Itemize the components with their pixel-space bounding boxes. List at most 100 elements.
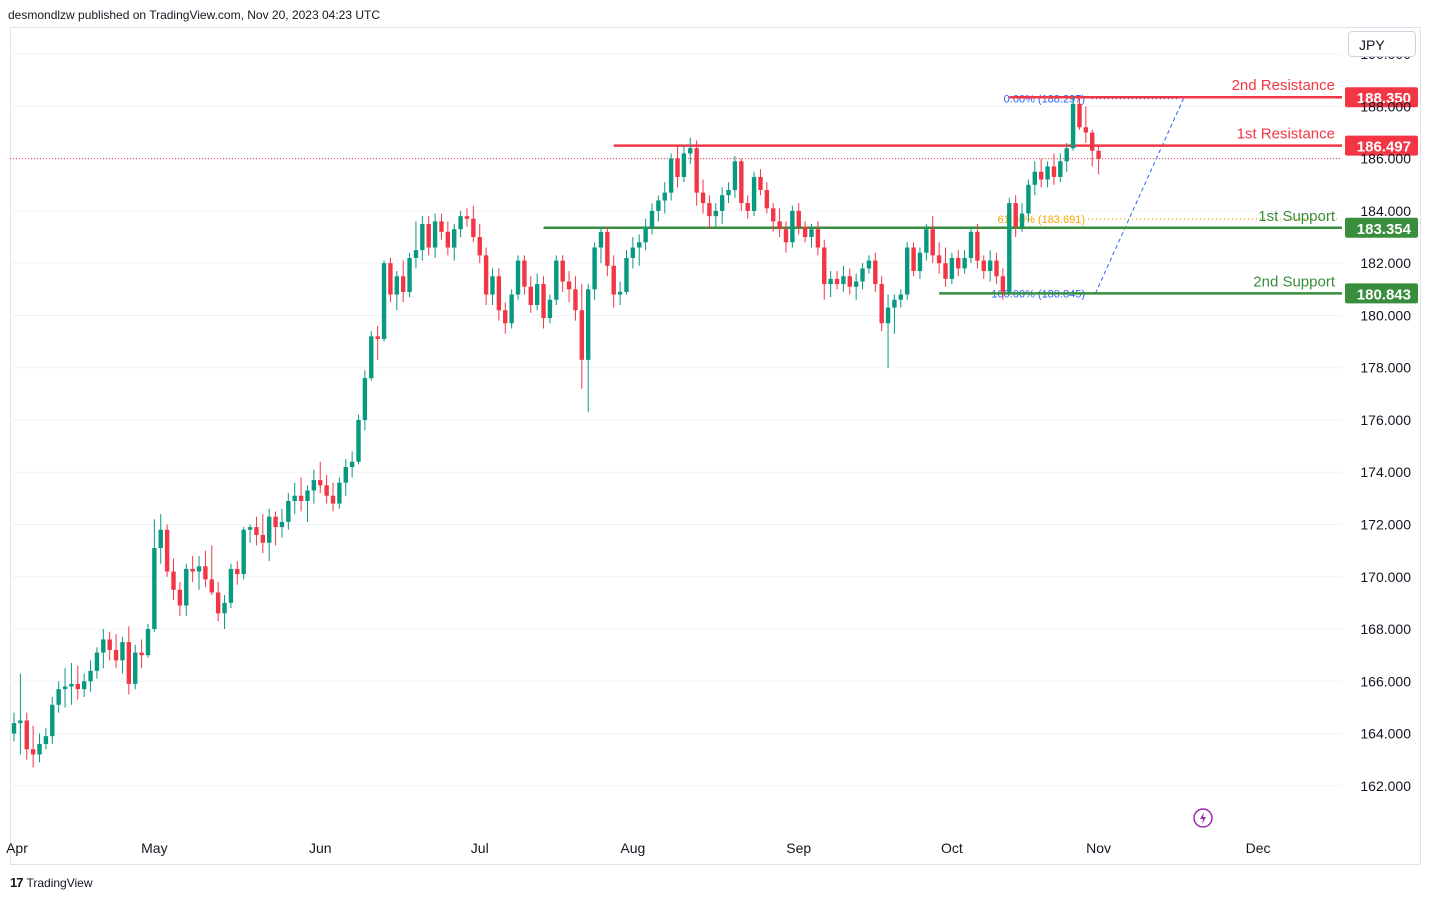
candle-body bbox=[592, 247, 597, 290]
y-tick-label: 176.000 bbox=[1360, 412, 1411, 428]
candle-body bbox=[177, 589, 183, 606]
candles-layer bbox=[11, 95, 1101, 768]
candle-body bbox=[630, 247, 636, 258]
candle-body bbox=[809, 229, 814, 238]
candle-body bbox=[254, 527, 259, 535]
candle-body bbox=[203, 566, 208, 580]
candle-body bbox=[777, 221, 782, 230]
candle-body bbox=[145, 629, 151, 656]
candle-body bbox=[1083, 127, 1089, 133]
candle-body bbox=[905, 247, 910, 295]
x-tick-label: Dec bbox=[1246, 840, 1271, 856]
candle-body bbox=[1032, 171, 1037, 185]
candle-body bbox=[675, 158, 680, 177]
candle-body bbox=[50, 704, 55, 737]
y-tick-label: 168.000 bbox=[1360, 621, 1411, 637]
level-name: 1st Resistance bbox=[1237, 126, 1335, 143]
level-price-tag bbox=[1345, 283, 1418, 304]
candle-body bbox=[209, 579, 214, 593]
candle-body bbox=[369, 336, 374, 379]
candle-body bbox=[298, 495, 304, 501]
candle-body bbox=[726, 190, 731, 196]
candle-body bbox=[898, 294, 904, 300]
candle-body bbox=[420, 223, 425, 251]
footer-brand[interactable]: TradingView bbox=[26, 875, 93, 890]
candle-body bbox=[37, 743, 42, 755]
candle-body bbox=[688, 148, 693, 154]
candle-body bbox=[764, 190, 770, 209]
candle-body bbox=[694, 148, 699, 193]
candle-body bbox=[968, 231, 974, 258]
x-tick-label: Jul bbox=[471, 840, 489, 856]
candle-body bbox=[1019, 213, 1025, 227]
candle-body bbox=[1064, 148, 1069, 162]
y-tick-label: 180.000 bbox=[1360, 307, 1411, 323]
candle-body bbox=[279, 521, 285, 528]
fib-trend-line bbox=[1094, 98, 1184, 294]
candle-body bbox=[126, 642, 132, 684]
time-axis: Apr May Jun Jul Aug Sep Oct Nov Dec bbox=[6, 840, 1270, 856]
candle-body bbox=[413, 250, 419, 258]
candle-body bbox=[496, 276, 502, 311]
candle-body bbox=[407, 257, 412, 292]
candle-body bbox=[656, 200, 661, 211]
candle-body bbox=[483, 255, 489, 295]
price-axis: 162.000 164.000 166.000 168.000 170.000 172.0… bbox=[1360, 46, 1411, 794]
candle-body bbox=[477, 237, 482, 256]
candle-body bbox=[273, 516, 278, 528]
candle-body bbox=[30, 749, 36, 755]
candle-body bbox=[956, 257, 961, 269]
candle-body bbox=[439, 221, 444, 232]
candle-body bbox=[853, 281, 859, 287]
candle-body bbox=[113, 649, 119, 661]
candle-body bbox=[241, 529, 246, 575]
candle-body bbox=[936, 255, 942, 264]
candle-body bbox=[681, 153, 687, 177]
candle-body bbox=[879, 284, 884, 324]
candle-body bbox=[1077, 103, 1082, 128]
candle-body bbox=[101, 639, 106, 653]
candle-body bbox=[464, 216, 470, 219]
candle-body bbox=[190, 568, 195, 572]
candle-body bbox=[987, 260, 993, 272]
y-tick-label: 184.000 bbox=[1360, 203, 1411, 219]
candle-body bbox=[1058, 161, 1063, 177]
y-tick-label: 162.000 bbox=[1360, 778, 1411, 794]
candle-body bbox=[43, 736, 49, 744]
candle-body bbox=[541, 284, 546, 319]
y-tick-label: 182.000 bbox=[1360, 255, 1411, 271]
candle-body bbox=[81, 681, 87, 690]
candle-body bbox=[490, 276, 495, 295]
currency-button[interactable]: JPY bbox=[1348, 31, 1416, 57]
candle-body bbox=[56, 689, 61, 705]
candle-body bbox=[1026, 184, 1031, 214]
level-name: 1st Support bbox=[1258, 208, 1336, 225]
candle-body bbox=[751, 176, 757, 211]
candle-body bbox=[292, 495, 297, 501]
candle-body bbox=[1051, 166, 1057, 177]
candle-body bbox=[18, 720, 23, 724]
lightning-icon[interactable] bbox=[1192, 807, 1214, 829]
candle-body bbox=[547, 299, 553, 319]
candle-body bbox=[260, 534, 266, 543]
y-tick-label: 188.000 bbox=[1360, 98, 1411, 114]
y-tick-label: 172.000 bbox=[1360, 516, 1411, 532]
candle-body bbox=[1096, 150, 1101, 159]
candle-body bbox=[471, 218, 476, 238]
level-price-text: 180.843 bbox=[1357, 286, 1411, 303]
y-tick-label: 166.000 bbox=[1360, 673, 1411, 689]
candle-body bbox=[943, 263, 948, 279]
candle-body bbox=[324, 485, 329, 496]
candle-body bbox=[388, 263, 393, 295]
x-tick-label: Nov bbox=[1086, 840, 1111, 856]
candle-body bbox=[458, 216, 463, 230]
candle-body bbox=[11, 723, 17, 734]
candle-body bbox=[713, 210, 718, 217]
y-tick-label: 174.000 bbox=[1360, 464, 1411, 480]
y-tick-label: 170.000 bbox=[1360, 569, 1411, 585]
candle-body bbox=[866, 260, 872, 269]
candle-body bbox=[790, 210, 795, 243]
chart-frame bbox=[10, 27, 1421, 865]
candle-body bbox=[605, 231, 610, 266]
